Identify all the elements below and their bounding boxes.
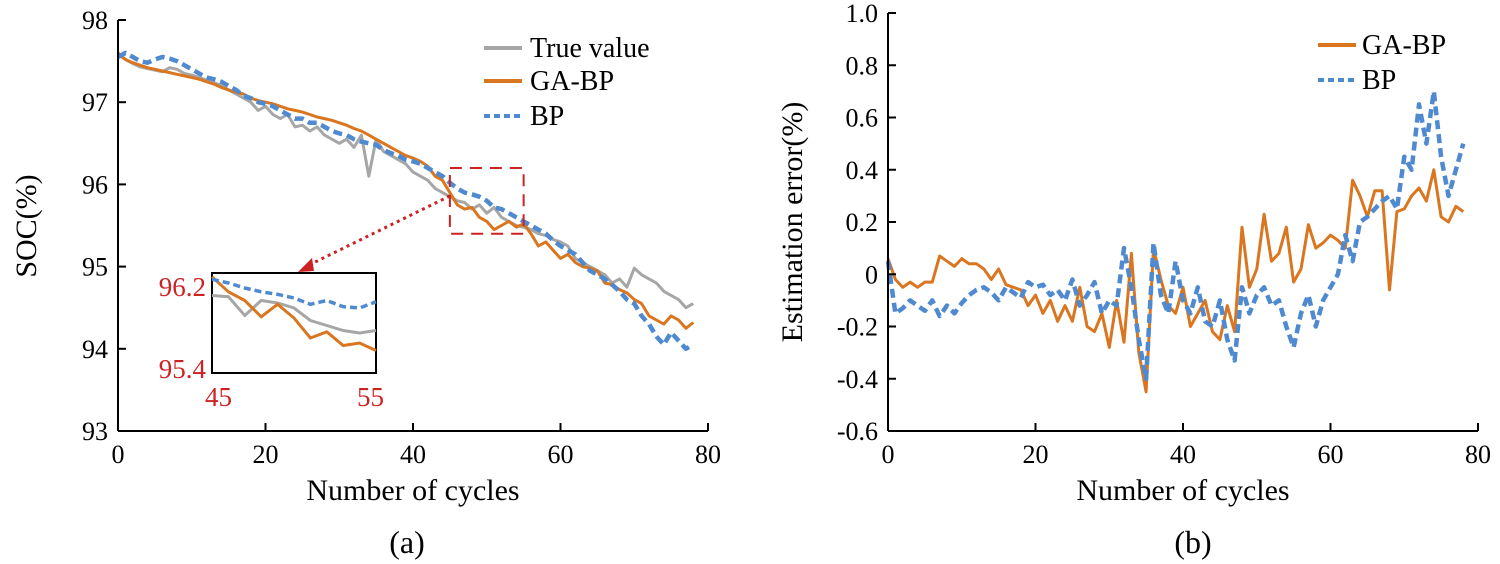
zoom-arrow	[306, 194, 451, 268]
panel-a-y-tick-label: 96	[82, 170, 108, 199]
panel-b-x-tick-label: 40	[1170, 440, 1196, 469]
panel-b-legend: GA-BP BP	[1318, 30, 1446, 96]
panel-a-legend: True value GA-BP BP	[484, 33, 650, 132]
panel-a-y-label: SOC(%)	[10, 174, 43, 277]
panel-b-y-tick-label: 1.0	[846, 0, 879, 28]
legend-label-bp: BP	[1362, 65, 1396, 96]
panel-b-label: (b)	[1174, 524, 1211, 560]
panel-a-x-tick-label: 0	[112, 440, 125, 469]
panel-b-y-tick-label: -0.6	[837, 417, 878, 446]
inset-series-bp	[211, 277, 377, 310]
panel-a-x-tick-label: 20	[253, 440, 279, 469]
legend-label-true-value: True value	[530, 33, 650, 64]
panel-b-y-tick-label: 0.6	[846, 104, 879, 133]
panel-b-y-tick-label: -0.4	[837, 365, 878, 394]
panel-b-y-tick-label: 0	[865, 260, 878, 289]
panel-b-series-ga-bp	[886, 168, 1465, 394]
panel-b-x-label: Number of cycles	[1076, 474, 1289, 507]
panel-a-x-tick-label: 60	[548, 440, 574, 469]
panel-a-y-tick-label: 94	[82, 335, 108, 364]
panel-a-x-label: Number of cycles	[306, 474, 519, 507]
panel-b-x-tick-label: 60	[1318, 440, 1344, 469]
panel-a-y-tick-label: 98	[82, 6, 108, 35]
zoom-arrow-head	[298, 258, 314, 272]
panel-b: 0 20 40 60 80 -0.6 -0.4 -0.2 0 0.2 0.4 0.6 0.8 1.0 Nu…	[776, 0, 1491, 560]
inset-y-bottom-label: 95.4	[159, 354, 207, 384]
panel-b-y-label: Estimation error(%)	[776, 102, 809, 343]
legend-label-bp: BP	[530, 101, 564, 132]
panel-b-y-tick-label: -0.2	[837, 313, 878, 342]
inset-y-top-label: 96.2	[159, 272, 206, 302]
panel-a: 96.2 95.4 45 55 0 20 40 60 80 93 94 95 96 97 98 Nu…	[10, 6, 721, 560]
panel-a-x-tick-label: 80	[695, 440, 721, 469]
panel-a-ticks: 0 20 40 60 80 93 94 95 96 97 98	[82, 6, 721, 469]
panel-a-y-tick-label: 93	[82, 417, 108, 446]
panel-b-ticks: 0 20 40 60 80 -0.6 -0.4 -0.2 0 0.2 0.4 0.6 0.8 1.0	[837, 0, 1491, 469]
inset-plot: 96.2 95.4 45 55	[159, 272, 384, 412]
panel-b-x-tick-label: 0	[882, 440, 895, 469]
panel-b-series-bp	[885, 89, 1466, 382]
panel-b-x-tick-label: 20	[1023, 440, 1049, 469]
panel-a-series	[116, 50, 695, 352]
inset-x-end-label: 55	[357, 382, 384, 412]
inset-series-true-value	[211, 294, 377, 335]
panel-b-y-tick-label: 0.2	[846, 208, 879, 237]
panel-b-series	[885, 89, 1466, 394]
inset-series-ga-bp	[210, 275, 377, 352]
legend-label-ga-bp: GA-BP	[530, 66, 614, 97]
panel-a-y-tick-label: 97	[82, 88, 108, 117]
panel-b-x-tick-label: 80	[1465, 440, 1491, 469]
panel-a-series-ga-bp	[117, 51, 695, 330]
panel-b-y-tick-label: 0.4	[846, 156, 879, 185]
panel-a-label: (a)	[389, 524, 425, 560]
panel-a-y-tick-label: 95	[82, 253, 108, 282]
panel-b-y-tick-label: 0.8	[846, 51, 879, 80]
inset-x-start-label: 45	[205, 382, 232, 412]
inset-series	[210, 275, 377, 352]
panel-a-x-tick-label: 40	[400, 440, 426, 469]
zoom-box	[448, 166, 525, 235]
legend-label-ga-bp: GA-BP	[1362, 30, 1446, 61]
panel-a-series-bp	[116, 50, 695, 352]
inset-frame	[211, 272, 377, 374]
